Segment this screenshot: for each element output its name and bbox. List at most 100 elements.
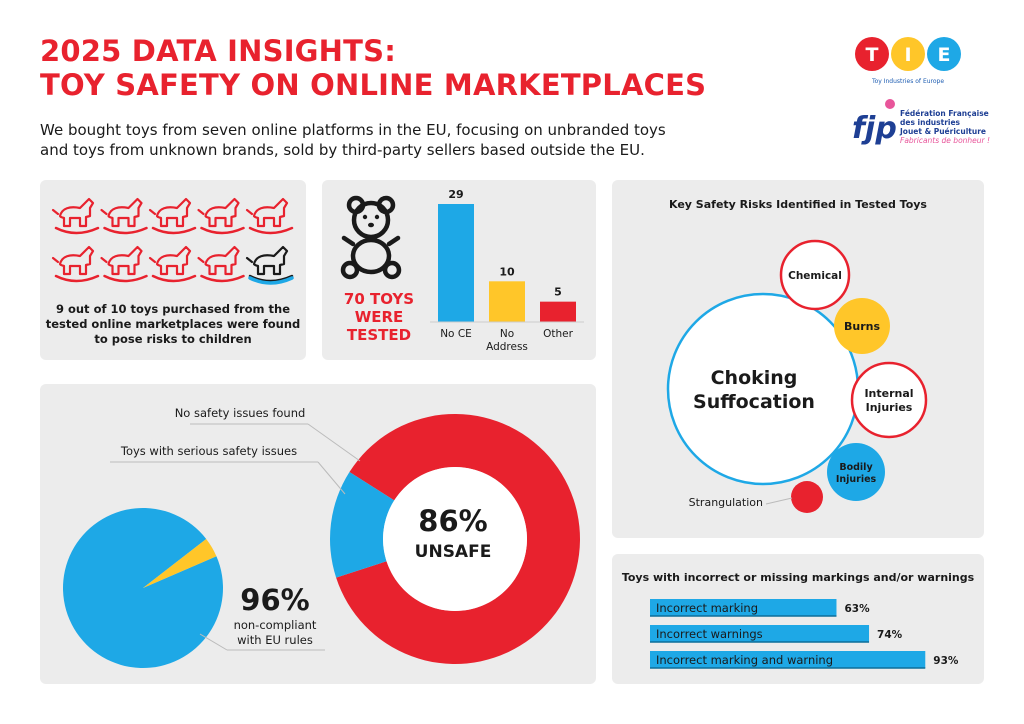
fjp-line-3: Jouet & Puériculture	[899, 127, 986, 136]
legend-serious: Toys with serious safety issues	[120, 444, 297, 458]
markings-svg: Toys with incorrect or missing markings …	[622, 571, 975, 669]
teddy-bear-icon	[340, 195, 402, 280]
bubble-burns: Burns	[834, 298, 890, 354]
unsafe-horse-icon	[197, 245, 245, 283]
risks-title: Key Safety Risks Identified in Tested To…	[669, 198, 927, 211]
title-line-2: TOY SAFETY ON ONLINE MARKETPLACES	[40, 68, 707, 102]
bar-value-label: 10	[499, 265, 515, 278]
fjp-line-1: Fédération Française	[900, 109, 989, 118]
hbar-category-label: Incorrect warnings	[656, 627, 763, 641]
bubble-choking-line-1: Choking	[711, 367, 798, 389]
markings-title: Toys with incorrect or missing markings …	[622, 571, 975, 584]
tested-line-1: 70 TOYS	[344, 290, 414, 308]
pie-caption-line-1: non-compliant	[234, 618, 317, 632]
bar-other	[540, 301, 576, 322]
compliance-panel: 96% non-compliant with EU rules 86% UNSA…	[40, 384, 596, 684]
pie-slice-non-compliant	[62, 507, 223, 668]
pie-caption-line-2: with EU rules	[237, 633, 313, 647]
unsafe-horse-icon	[100, 245, 148, 283]
hbar-category-label: Incorrect marking	[656, 601, 758, 615]
bubble-bodily: Bodily Injuries	[827, 443, 885, 501]
markings-panel: Toys with incorrect or missing markings …	[612, 554, 984, 684]
safe-horse-icon	[245, 245, 294, 283]
hbar-value-label: 93%	[933, 655, 959, 667]
risks-panel: Key Safety Risks Identified in Tested To…	[612, 180, 984, 538]
page-title: 2025 DATA INSIGHTS: TOY SAFETY ON ONLINE…	[40, 34, 706, 102]
pie-slice-compliant	[143, 538, 217, 588]
horses-svg: 9 out of 10 toys purchased from the test…	[46, 197, 301, 346]
unsafe-horse-icon	[100, 197, 148, 235]
tie-letter-e: E	[938, 44, 951, 66]
horses-caption-line-1: 9 out of 10 toys purchased from the	[56, 302, 290, 316]
bubble-bodily-line-2: Injuries	[836, 474, 877, 485]
donut-slice-serious	[330, 472, 395, 578]
bar-category-label: Other	[543, 328, 573, 340]
bar-category-label: No CE	[440, 328, 472, 340]
bubble-bodily-line-1: Bodily	[839, 462, 873, 473]
unsafe-horse-icon	[51, 197, 100, 235]
bubble-strangulation: Strangulation	[689, 481, 823, 513]
tie-circle-e	[927, 37, 961, 71]
horses-caption-line-3: to pose risks to children	[94, 332, 251, 346]
unsafe-horse-icon	[148, 245, 197, 283]
tested-line-2: WERE	[355, 308, 404, 326]
compliance-pie	[62, 507, 223, 668]
fjp-logo: fjp Fédération Française des industries …	[852, 99, 990, 146]
safe-horse-rocker	[248, 276, 294, 285]
hbar-value-label: 63%	[844, 603, 870, 615]
tie-circle-i	[891, 37, 925, 71]
legend-no-issues: No safety issues found	[175, 406, 306, 420]
unsafe-horse-icon	[197, 197, 245, 235]
fjp-bear-icon	[885, 99, 895, 109]
horse-grid	[51, 197, 294, 285]
donut-hole	[383, 467, 527, 611]
donut-label: UNSAFE	[415, 542, 492, 562]
bar-category-label: Address	[486, 341, 528, 353]
bubble-strangulation-label: Strangulation	[689, 496, 763, 509]
tie-caption: Toy Industries of Europe	[871, 78, 944, 85]
risks-svg: Key Safety Risks Identified in Tested To…	[666, 198, 928, 513]
donut-value: 86%	[418, 504, 487, 538]
page-subtitle: We bought toys from seven online platfor…	[40, 121, 666, 159]
hbar-2	[650, 625, 870, 642]
tested-panel: 70 TOYS WERE TESTED 29 No CE 10 No Address 5 O…	[322, 180, 596, 360]
hbar-3	[650, 651, 926, 668]
markings-bar-chart: Incorrect marking 63% Incorrect warnings 74…	[650, 599, 959, 669]
tie-logo: T I E Toy Industries of Europe	[855, 37, 961, 85]
bubble-chemical: Chemical	[779, 239, 851, 311]
bubble-chemical-label: Chemical	[788, 270, 842, 282]
bar-value-label: 29	[448, 188, 463, 201]
bar-no-ce	[438, 204, 474, 322]
donut-slice-unsafe	[336, 414, 580, 664]
unsafe-donut	[330, 414, 580, 664]
pie-value: 96%	[240, 583, 309, 617]
fjp-mark: fjp	[852, 111, 897, 146]
bar-category-label: No	[500, 328, 514, 340]
logos: T I E Toy Industries of Europe fjp Fédér…	[852, 37, 990, 146]
bubble-choking: Choking Suffocation	[666, 292, 860, 486]
compliance-svg: 96% non-compliant with EU rules 86% UNSA…	[62, 406, 580, 668]
unsafe-horse-icon	[148, 197, 197, 235]
fjp-tagline: Fabricants de bonheur !	[900, 136, 990, 145]
hbar-value-label: 74%	[877, 629, 903, 641]
bubble-internal-line-2: Injuries	[866, 401, 913, 414]
bubble-internal: Internal Injuries	[850, 361, 928, 439]
bubble-internal-line-1: Internal	[864, 387, 913, 400]
unsafe-horse-icon	[51, 245, 100, 283]
tie-circle-t	[855, 37, 889, 71]
horses-caption-line-2: tested online marketplaces were found	[46, 317, 301, 331]
unsafe-horse-icon	[245, 197, 294, 235]
title-line-1: 2025 DATA INSIGHTS:	[40, 34, 397, 68]
hbar-category-label: Incorrect marking and warning	[656, 653, 833, 667]
teddy-face	[362, 214, 380, 228]
bar-value-label: 5	[554, 286, 562, 299]
hbar-1	[650, 599, 837, 616]
horses-panel: 9 out of 10 toys purchased from the test…	[40, 180, 306, 360]
tie-letter-i: I	[904, 44, 911, 66]
tie-letter-t: T	[866, 44, 879, 66]
tested-line-3: TESTED	[347, 326, 411, 344]
fjp-line-2: des industries	[900, 118, 961, 127]
bubble-choking-line-2: Suffocation	[693, 391, 815, 413]
bubble-burns-label: Burns	[844, 320, 880, 333]
